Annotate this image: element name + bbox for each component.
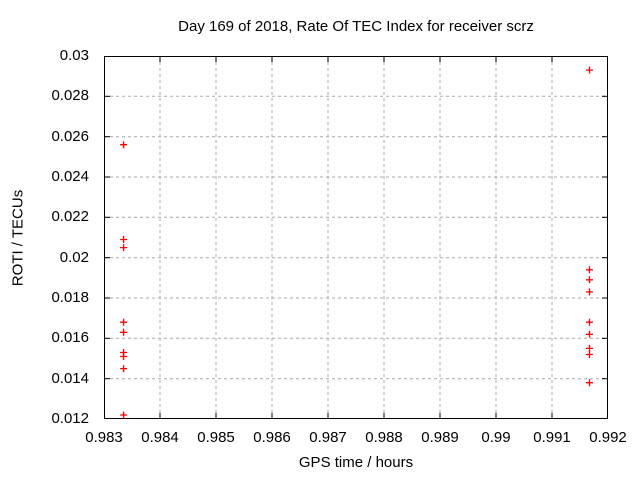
data-point-marker [586,276,593,284]
y-tick-label: 0.03 [59,47,89,64]
data-point-marker [586,351,593,358]
y-tick-label: 0.012 [51,410,89,427]
x-axis-label: GPS time / hours [298,454,414,471]
x-tick-label: 0.99 [481,429,511,446]
y-tick-label: 0.016 [51,329,89,347]
data-point-marker [586,66,593,74]
data-point-marker [120,244,128,252]
plot-area [104,56,608,419]
data-point-marker [586,330,593,338]
x-tick-label: 0.986 [253,429,291,446]
x-tick-label: 0.987 [309,429,347,446]
plot-border [104,56,608,419]
data-point-marker [586,318,593,326]
data-point-marker [586,379,593,387]
data-point-marker [120,365,128,373]
data-point-marker [120,353,128,360]
x-tick-label: 0.992 [589,429,627,446]
y-axis-label: ROTI / TECUs [9,189,27,287]
x-tick-label: 0.989 [421,429,459,446]
y-tick-label: 0.026 [51,127,89,145]
chart-title: Day 169 of 2018, Rate Of TEC Index for r… [178,18,534,35]
y-tick-label: 0.022 [51,208,89,226]
x-tick-label: 0.984 [141,429,179,446]
plot-canvas [104,56,608,419]
data-point-marker [586,288,593,296]
data-point-marker [586,344,593,352]
data-point-marker [586,266,593,274]
x-tick-label: 0.991 [533,429,571,446]
data-point-marker [120,411,128,419]
y-tick-label: 0.024 [51,168,89,185]
data-point-marker [120,318,128,326]
y-tick-label: 0.014 [51,369,89,387]
x-tick-label: 0.985 [197,429,235,446]
y-tick-label: 0.018 [51,289,89,306]
x-tick-label: 0.988 [365,429,403,446]
data-point-marker [120,141,128,149]
y-tick-label: 0.028 [51,87,89,105]
data-point-marker [120,236,128,243]
x-tick-label: 0.983 [85,429,123,446]
y-tick-label: 0.02 [59,248,89,266]
data-point-marker [120,328,128,336]
